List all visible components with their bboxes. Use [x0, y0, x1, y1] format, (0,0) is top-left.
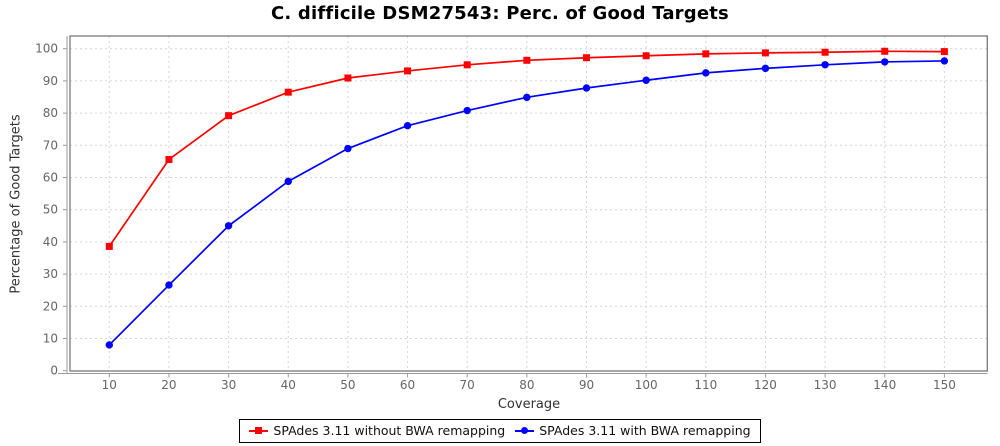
data-point-marker — [881, 58, 889, 66]
data-point-marker — [165, 281, 173, 289]
x-tick-label: 30 — [221, 378, 236, 392]
legend-label-without-bwa: SPAdes 3.11 without BWA remapping — [273, 423, 506, 438]
data-point-marker — [284, 177, 292, 186]
legend-label-with-bwa: SPAdes 3.11 with BWA remapping — [539, 423, 751, 438]
x-tick-label: 90 — [579, 378, 594, 392]
x-tick-label: 110 — [694, 378, 717, 392]
gridlines — [70, 36, 988, 371]
data-point-marker — [761, 64, 770, 73]
data-point-marker — [165, 155, 173, 163]
data-point-marker — [105, 242, 113, 250]
data-point-marker — [642, 76, 650, 84]
data-point-marker — [821, 61, 829, 69]
series-without-bwa — [105, 47, 948, 250]
data-point-marker — [344, 144, 352, 153]
data-point-marker — [224, 222, 233, 230]
x-tick-label: 140 — [873, 378, 896, 392]
data-point-marker — [642, 52, 650, 60]
x-axis: 10 20 30 40 50 60 70 80 90 100 110 120 130 140 150 — [102, 373, 956, 392]
data-point-marker — [284, 88, 292, 96]
data-point-marker — [403, 121, 412, 130]
x-tick-label: 40 — [281, 378, 296, 392]
legend-item-without-bwa: SPAdes 3.11 without BWA remapping — [249, 423, 505, 438]
axis-lines — [58, 36, 988, 374]
plot-border — [69, 35, 988, 372]
chart-title: C. difficile DSM27543: Perc. of Good Tar… — [271, 3, 729, 24]
y-tick-label: 80 — [43, 106, 58, 120]
data-point-marker — [404, 67, 412, 75]
x-tick-label: 70 — [460, 378, 475, 392]
data-point-marker — [582, 84, 591, 92]
y-tick-label: 40 — [43, 235, 58, 249]
series-with-bwa — [105, 57, 949, 349]
data-point-marker — [940, 48, 948, 56]
data-point-marker — [105, 341, 114, 349]
y-tick-label: 10 — [43, 332, 58, 346]
data-point-marker — [940, 57, 949, 65]
data-point-marker — [881, 47, 889, 55]
data-point-marker — [821, 48, 829, 56]
y-axis: 0 10 20 30 40 50 60 70 80 90 100 — [35, 42, 67, 378]
data-point-marker — [463, 61, 471, 69]
legend-circle-blue — [521, 427, 529, 434]
x-tick-label: 120 — [754, 378, 777, 392]
x-tick-label: 80 — [519, 378, 534, 392]
legend-square-red — [255, 427, 263, 434]
red-square-marker-icon — [249, 425, 269, 436]
data-point-marker — [702, 50, 710, 58]
y-tick-label: 70 — [43, 138, 58, 152]
x-tick-label: 50 — [340, 378, 355, 392]
data-point-marker — [583, 54, 590, 62]
legend-row: SPAdes 3.11 without BWA remapping SPAdes… — [0, 419, 1000, 443]
x-tick-label: 60 — [400, 378, 415, 392]
data-point-marker — [523, 93, 531, 102]
y-tick-label: 60 — [43, 171, 58, 185]
data-point-marker — [225, 112, 233, 120]
y-tick-label: 100 — [35, 42, 58, 56]
y-tick-label: 30 — [43, 267, 58, 281]
x-tick-label: 10 — [102, 378, 117, 392]
x-tick-label: 20 — [161, 378, 176, 392]
data-point-marker — [463, 106, 471, 115]
y-tick-label: 0 — [50, 364, 58, 378]
blue-circle-marker-icon — [515, 425, 535, 436]
data-point-marker — [523, 56, 531, 64]
data-point-marker — [702, 69, 710, 77]
legend-box: SPAdes 3.11 without BWA remapping SPAdes… — [239, 419, 761, 443]
x-axis-title: Coverage — [497, 397, 561, 412]
x-tick-label: 100 — [635, 378, 658, 392]
y-tick-label: 90 — [43, 74, 58, 88]
x-tick-label: 130 — [814, 378, 837, 392]
data-point-marker — [344, 74, 352, 82]
data-point-marker — [761, 49, 769, 57]
legend-item-with-bwa: SPAdes 3.11 with BWA remapping — [515, 423, 751, 438]
x-tick-label: 150 — [933, 378, 956, 392]
plot-area: 10 20 30 40 50 60 70 80 90 100 110 120 130 140 150 0 10 2… — [35, 35, 988, 392]
y-tick-label: 20 — [43, 299, 58, 313]
y-tick-label: 50 — [43, 203, 58, 217]
